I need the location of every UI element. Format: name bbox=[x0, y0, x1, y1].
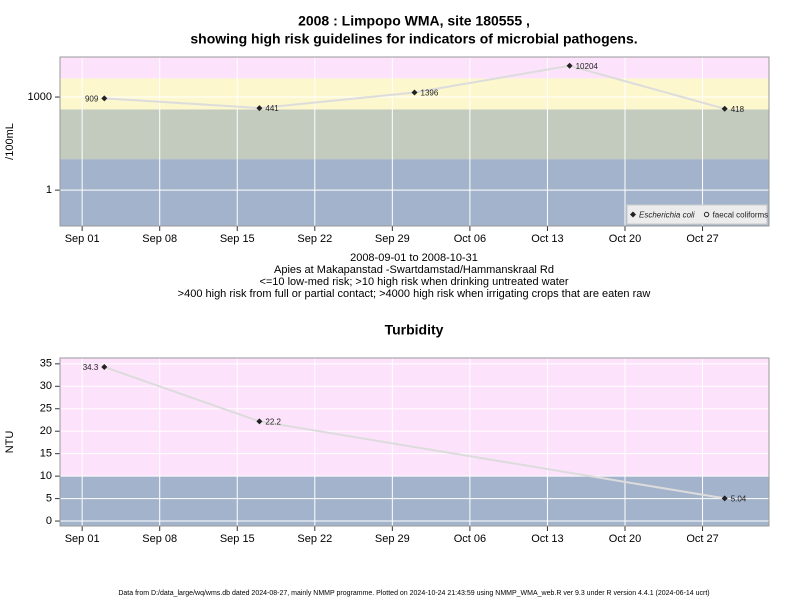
chart-title: 2008 : Limpopo WMA, site 180555 , bbox=[298, 13, 530, 29]
value-label: 441 bbox=[265, 104, 279, 113]
x-tick-label: Oct 13 bbox=[531, 233, 563, 245]
chart-title: Turbidity bbox=[385, 322, 444, 338]
risk-band bbox=[60, 109, 769, 160]
marker bbox=[703, 211, 710, 218]
x-tick-label: Sep 01 bbox=[65, 233, 100, 245]
plot-frame bbox=[59, 357, 770, 527]
x-tick-label: Oct 27 bbox=[686, 533, 718, 545]
x-tick-label: Sep 01 bbox=[65, 533, 100, 545]
y-tick-label: 30 bbox=[40, 380, 52, 392]
marker bbox=[411, 89, 418, 96]
legend-label: faecal coliforms bbox=[713, 211, 769, 220]
x-tick-label: Oct 13 bbox=[531, 533, 563, 545]
x-tick-label: Sep 08 bbox=[142, 233, 177, 245]
legend-box bbox=[626, 204, 768, 225]
marker bbox=[721, 495, 728, 502]
y-tick-label: 1000 bbox=[28, 91, 52, 103]
x-tick-label: Sep 29 bbox=[375, 533, 410, 545]
marker bbox=[630, 211, 636, 218]
marker bbox=[101, 95, 108, 102]
y-tick-label: 20 bbox=[40, 425, 52, 437]
note: <=10 low-med risk; >10 high risk when dr… bbox=[259, 276, 568, 288]
y-tick-label: 1 bbox=[46, 184, 52, 196]
y-axis-label: NTU bbox=[4, 431, 16, 454]
x-tick-label: Oct 27 bbox=[686, 233, 718, 245]
marker bbox=[256, 418, 263, 425]
x-tick-label: Sep 29 bbox=[375, 233, 410, 245]
y-tick-label: 15 bbox=[40, 448, 52, 460]
y-tick-label: 35 bbox=[40, 358, 52, 370]
y-tick-label: 0 bbox=[46, 515, 52, 527]
legend-label: Escherichia coli bbox=[639, 211, 695, 220]
risk-band bbox=[60, 476, 769, 526]
value-label: 5.04 bbox=[731, 495, 747, 504]
value-label: 34.3 bbox=[83, 363, 99, 372]
footer: Data from D:/data_large/wq/wms.db dated … bbox=[118, 590, 709, 597]
note: 2008-09-01 to 2008-10-31 bbox=[350, 252, 478, 264]
x-tick-label: Oct 20 bbox=[609, 533, 641, 545]
x-tick-label: Oct 06 bbox=[454, 533, 486, 545]
y-tick-label: 5 bbox=[46, 493, 52, 505]
x-tick-label: Oct 06 bbox=[454, 233, 486, 245]
x-tick-label: Sep 15 bbox=[220, 533, 255, 545]
x-tick-label: Sep 22 bbox=[297, 533, 332, 545]
marker bbox=[566, 62, 573, 69]
note: Apies at Makapanstad -Swartdamstad/Hamma… bbox=[274, 264, 554, 276]
risk-band bbox=[60, 358, 769, 477]
marker bbox=[101, 363, 108, 370]
x-tick-label: Oct 20 bbox=[609, 233, 641, 245]
value-label: 22.2 bbox=[265, 417, 281, 426]
value-label: 10204 bbox=[576, 62, 599, 71]
y-tick-label: 10 bbox=[40, 470, 52, 482]
value-label: 909 bbox=[85, 94, 99, 103]
risk-band bbox=[60, 57, 769, 79]
marker bbox=[256, 105, 263, 112]
y-axis-label: /100mL bbox=[4, 123, 16, 160]
value-label: 1396 bbox=[421, 89, 439, 98]
x-tick-label: Sep 22 bbox=[297, 233, 332, 245]
y-tick-label: 25 bbox=[40, 403, 52, 415]
x-tick-label: Sep 15 bbox=[220, 233, 255, 245]
chart-title: showing high risk guidelines for indicat… bbox=[190, 31, 637, 47]
value-label: 418 bbox=[731, 105, 745, 114]
note: >400 high risk from full or partial cont… bbox=[178, 288, 651, 300]
marker bbox=[721, 105, 728, 112]
x-tick-label: Sep 08 bbox=[142, 533, 177, 545]
plot-frame bbox=[59, 56, 770, 227]
